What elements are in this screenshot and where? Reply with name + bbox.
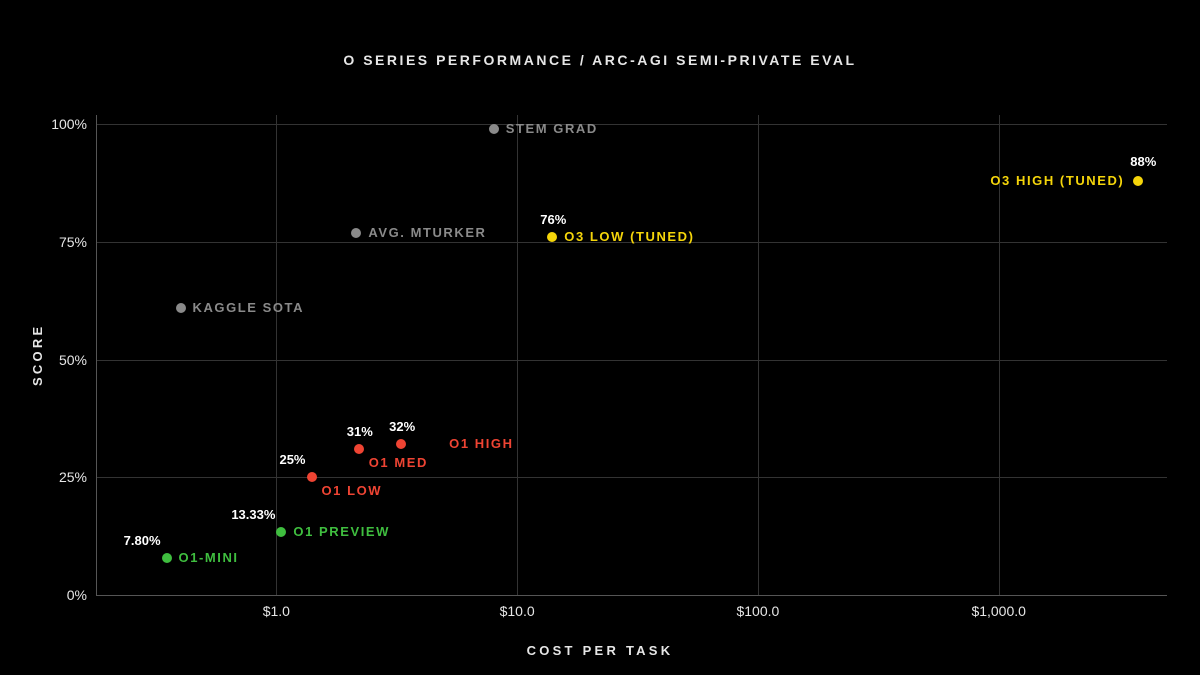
gridline-vertical bbox=[758, 115, 759, 595]
marker-icon bbox=[1133, 176, 1143, 186]
chart-title: O SERIES PERFORMANCE / ARC-AGI SEMI-PRIV… bbox=[0, 52, 1200, 68]
gridline-vertical bbox=[517, 115, 518, 595]
gridline-horizontal bbox=[97, 360, 1167, 361]
chart-stage: O SERIES PERFORMANCE / ARC-AGI SEMI-PRIV… bbox=[0, 0, 1200, 675]
x-tick-label: $10.0 bbox=[500, 595, 535, 619]
y-tick-label: 50% bbox=[59, 352, 97, 368]
point-label: O1 HIGH bbox=[449, 436, 513, 451]
point-label: O3 HIGH (TUNED) bbox=[990, 173, 1124, 188]
gridline-horizontal bbox=[97, 477, 1167, 478]
point-value: 32% bbox=[389, 419, 415, 434]
point-label: O1 PREVIEW bbox=[293, 524, 390, 539]
point-label: O1-MINI bbox=[179, 550, 239, 565]
marker-icon bbox=[396, 439, 406, 449]
marker-icon bbox=[354, 444, 364, 454]
point-value: 88% bbox=[1130, 154, 1156, 169]
y-tick-label: 100% bbox=[51, 116, 97, 132]
marker-icon bbox=[489, 124, 499, 134]
marker-icon bbox=[547, 232, 557, 242]
y-tick-label: 25% bbox=[59, 469, 97, 485]
point-label: O3 LOW (TUNED) bbox=[564, 229, 694, 244]
x-tick-label: $1,000.0 bbox=[971, 595, 1026, 619]
marker-icon bbox=[176, 303, 186, 313]
point-label: AVG. MTURKER bbox=[368, 225, 486, 240]
point-label: KAGGLE SOTA bbox=[193, 300, 305, 315]
x-axis-title: COST PER TASK bbox=[0, 643, 1200, 658]
gridline-horizontal bbox=[97, 124, 1167, 125]
marker-icon bbox=[307, 472, 317, 482]
point-value: 7.80% bbox=[124, 533, 161, 548]
gridline-vertical bbox=[276, 115, 277, 595]
point-value: 13.33% bbox=[231, 507, 275, 522]
marker-icon bbox=[276, 527, 286, 537]
point-value: 76% bbox=[540, 212, 566, 227]
point-label: STEM GRAD bbox=[506, 121, 598, 136]
point-label: O1 MED bbox=[369, 455, 428, 470]
x-tick-label: $1.0 bbox=[263, 595, 290, 619]
marker-icon bbox=[162, 553, 172, 563]
plot-area: $1.0$10.0$100.0$1,000.00%25%50%75%100%O1… bbox=[96, 115, 1167, 596]
marker-icon bbox=[351, 228, 361, 238]
point-label: O1 LOW bbox=[322, 483, 383, 498]
point-value: 31% bbox=[347, 424, 373, 439]
point-value: 25% bbox=[279, 452, 305, 467]
y-tick-label: 0% bbox=[67, 587, 97, 603]
y-axis-title: SCORE bbox=[30, 324, 45, 386]
x-tick-label: $100.0 bbox=[736, 595, 779, 619]
y-tick-label: 75% bbox=[59, 234, 97, 250]
